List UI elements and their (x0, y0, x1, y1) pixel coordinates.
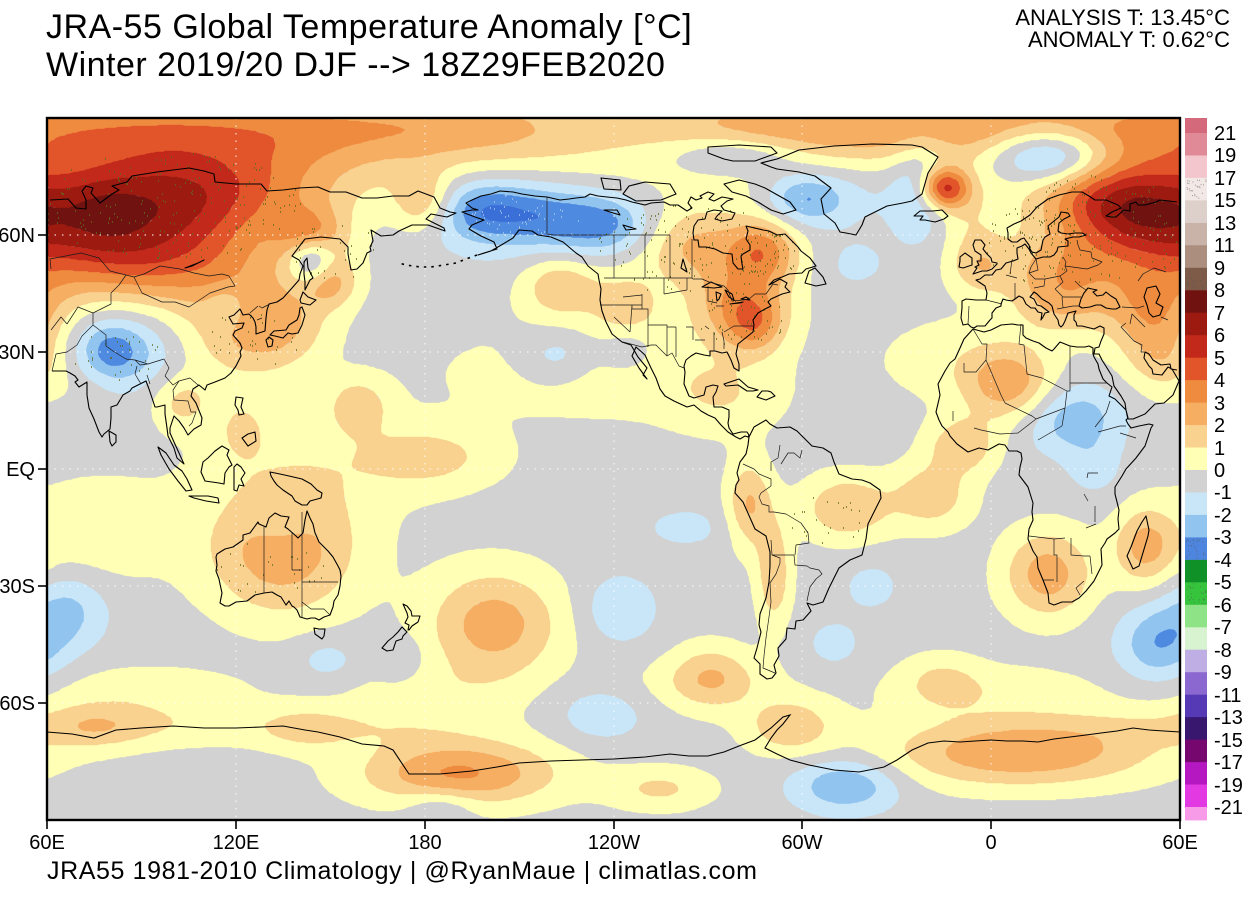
svg-text:-5: -5 (1214, 572, 1232, 594)
svg-text:21: 21 (1214, 123, 1236, 145)
svg-text:120W: 120W (588, 832, 640, 854)
svg-text:15: 15 (1214, 190, 1236, 212)
svg-text:-1: -1 (1214, 482, 1232, 504)
svg-text:5: 5 (1214, 348, 1225, 370)
svg-text:9: 9 (1214, 258, 1225, 280)
svg-text:30S: 30S (0, 576, 35, 598)
svg-text:13: 13 (1214, 213, 1236, 235)
svg-text:4: 4 (1214, 370, 1225, 392)
svg-text:60W: 60W (781, 832, 822, 854)
svg-text:-11: -11 (1214, 685, 1241, 707)
svg-text:6: 6 (1214, 325, 1225, 347)
svg-text:180: 180 (408, 832, 441, 854)
svg-text:60S: 60S (0, 693, 35, 715)
svg-text:30N: 30N (0, 342, 35, 364)
svg-text:-17: -17 (1214, 752, 1243, 774)
svg-text:-6: -6 (1214, 595, 1232, 617)
svg-text:ANALYSIS T: 13.45°C: ANALYSIS T: 13.45°C (1015, 5, 1230, 30)
svg-text:2: 2 (1214, 415, 1225, 437)
svg-text:60E: 60E (1162, 832, 1198, 854)
svg-text:-13: -13 (1214, 707, 1243, 729)
svg-text:60N: 60N (0, 225, 35, 247)
svg-text:1: 1 (1214, 438, 1225, 460)
svg-text:120E: 120E (213, 832, 260, 854)
svg-text:11: 11 (1214, 235, 1235, 257)
svg-text:8: 8 (1214, 280, 1225, 302)
svg-text:-9: -9 (1214, 662, 1232, 684)
svg-text:-4: -4 (1214, 550, 1232, 572)
svg-text:ANOMALY T: 0.62°C: ANOMALY T: 0.62°C (1028, 27, 1230, 52)
svg-text:EQ: EQ (6, 459, 35, 481)
svg-text:0: 0 (1214, 460, 1225, 482)
svg-text:-15: -15 (1214, 730, 1243, 752)
svg-text:17: 17 (1214, 168, 1236, 190)
svg-text:-2: -2 (1214, 505, 1232, 527)
svg-text:-3: -3 (1214, 527, 1232, 549)
svg-text:-21: -21 (1214, 797, 1243, 819)
svg-text:JRA-55 Global Temperature Anom: JRA-55 Global Temperature Anomaly [°C] (46, 8, 692, 46)
svg-text:JRA55 1981-2010 Climatology |: JRA55 1981-2010 Climatology | @RyanMaue … (47, 857, 758, 885)
svg-text:3: 3 (1214, 393, 1225, 415)
svg-text:-8: -8 (1214, 640, 1232, 662)
svg-text:0: 0 (985, 832, 996, 854)
svg-text:19: 19 (1214, 145, 1236, 167)
svg-text:-7: -7 (1214, 617, 1232, 639)
svg-text:-19: -19 (1214, 775, 1243, 797)
svg-text:7: 7 (1214, 303, 1225, 325)
svg-text:60E: 60E (29, 832, 65, 854)
svg-text:Winter 2019/20 DJF --> 18Z29FE: Winter 2019/20 DJF --> 18Z29FEB2020 (46, 46, 665, 84)
